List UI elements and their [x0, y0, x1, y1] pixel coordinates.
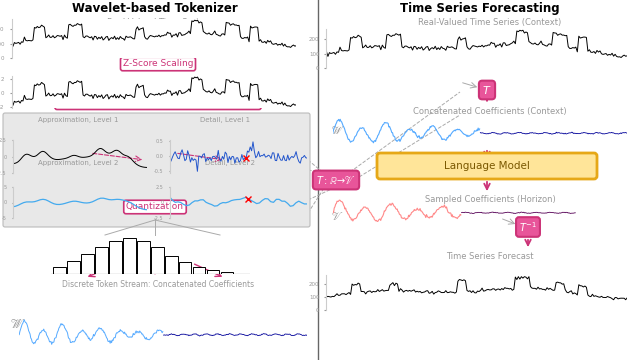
FancyBboxPatch shape — [3, 113, 310, 227]
Bar — [207, 270, 220, 274]
Text: Discrete Token Stream: Concatenated Coefficients: Discrete Token Stream: Concatenated Coef… — [62, 280, 254, 289]
Bar — [67, 261, 80, 274]
Text: $T^{-1}$: $T^{-1}$ — [519, 220, 537, 234]
Bar — [95, 247, 108, 274]
Text: $T$: $T$ — [483, 84, 492, 96]
Text: Detail, Level 2: Detail, Level 2 — [205, 160, 255, 166]
Text: Real-Valued Time Series (Context): Real-Valued Time Series (Context) — [419, 18, 562, 27]
Bar — [193, 267, 205, 274]
Text: Discrete Wavelet Transform (DWT) + Thresholding: Discrete Wavelet Transform (DWT) + Thres… — [57, 99, 259, 108]
Text: Time Series Forecasting: Time Series Forecasting — [400, 2, 560, 15]
Text: Approximation, Level 1: Approximation, Level 1 — [38, 117, 118, 123]
Bar — [53, 267, 66, 274]
Bar — [81, 254, 93, 274]
Text: $\mathscr{W}$: $\mathscr{W}$ — [331, 124, 345, 136]
Text: Time Series Forecast: Time Series Forecast — [446, 252, 534, 261]
Bar — [221, 272, 234, 274]
Text: $T:\mathbb{R}\!\to\!\mathscr{V}$: $T:\mathbb{R}\!\to\!\mathscr{V}$ — [316, 174, 356, 186]
Text: $\mathscr{W}$: $\mathscr{W}$ — [10, 318, 26, 330]
Text: Wavelet-based Tokenizer: Wavelet-based Tokenizer — [72, 2, 238, 15]
Text: Z-Score Scaling: Z-Score Scaling — [123, 59, 193, 68]
FancyBboxPatch shape — [377, 153, 597, 179]
Text: Language Model: Language Model — [444, 161, 530, 171]
Text: Sampled Coefficients (Horizon): Sampled Coefficients (Horizon) — [424, 195, 556, 204]
Text: Quantization: Quantization — [126, 202, 184, 211]
Bar — [165, 256, 177, 274]
Text: $\mathscr{V}$: $\mathscr{V}$ — [331, 210, 343, 222]
Bar — [137, 241, 150, 274]
Text: Approximation, Level 2: Approximation, Level 2 — [38, 160, 118, 166]
Bar — [109, 241, 122, 274]
Text: Concatenated Coefficients (Context): Concatenated Coefficients (Context) — [413, 107, 567, 116]
Bar — [179, 262, 191, 274]
Text: Detail, Level 1: Detail, Level 1 — [200, 117, 250, 123]
Bar — [151, 247, 164, 274]
Text: Real-Valued Time Series: Real-Valued Time Series — [108, 18, 209, 27]
Bar — [124, 238, 136, 274]
